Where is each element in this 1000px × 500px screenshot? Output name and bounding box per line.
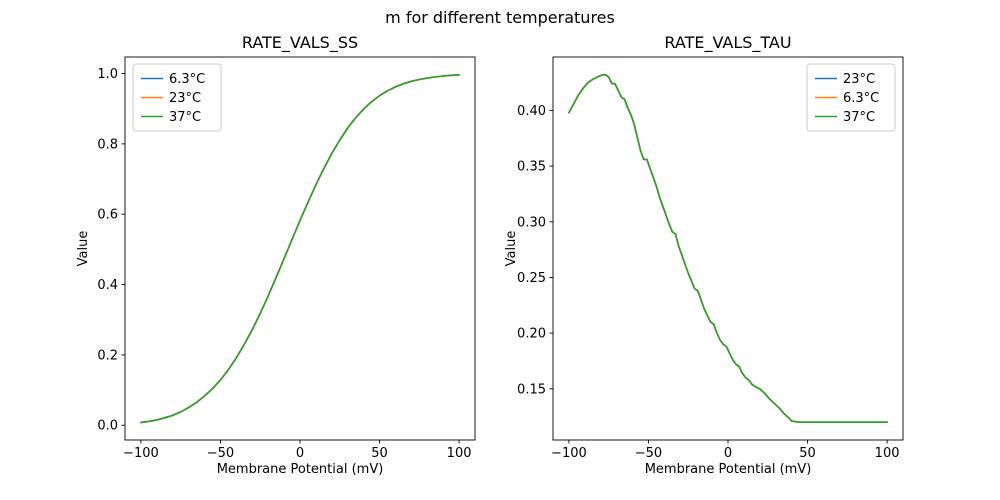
rate-vals-tau-plot: −100 −50 0 50 100 0.15 0.20 0.25 0.30 0.35 0.40 Mem… <box>504 33 904 477</box>
y-tick-label: 0.30 <box>517 215 546 230</box>
x-axis-label: Membrane Potential (mV) <box>645 462 812 477</box>
legend-label: 37°C <box>169 110 201 125</box>
legend-box <box>132 63 222 132</box>
y-tick-label: 0.4 <box>97 278 118 293</box>
x-tick-label: 100 <box>875 446 900 461</box>
legend-box <box>806 63 896 132</box>
legend-label: 6.3°C <box>169 72 205 87</box>
series-line-37°C <box>568 74 888 424</box>
x-tick-label: −50 <box>635 446 662 461</box>
subplot-title: RATE_VALS_TAU <box>664 33 791 53</box>
y-tick-label: 0.25 <box>517 271 546 286</box>
figure-title: m for different temperatures <box>385 8 615 27</box>
x-tick-label: 0 <box>724 446 732 461</box>
x-tick-label: 100 <box>447 446 472 461</box>
legend-label: 6.3°C <box>843 91 879 106</box>
x-tick-label: 0 <box>296 446 304 461</box>
y-tick-label: 0.15 <box>517 382 546 397</box>
x-axis-label: Membrane Potential (mV) <box>217 462 384 477</box>
y-tick-label: 0.0 <box>97 419 118 434</box>
subplot-title: RATE_VALS_SS <box>242 33 358 53</box>
y-tick-label: 0.40 <box>517 104 546 119</box>
x-tick-label: −100 <box>551 446 587 461</box>
y-tick-label: 0.2 <box>97 348 118 363</box>
y-tick-label: 0.35 <box>517 160 546 175</box>
y-axis-label: Value <box>76 231 91 267</box>
y-tick-label: 0.6 <box>97 208 118 223</box>
x-tick-label: 50 <box>799 446 816 461</box>
y-tick-label: 0.20 <box>517 327 546 342</box>
y-tick-label: 0.8 <box>97 137 118 152</box>
legend-label: 37°C <box>843 110 875 125</box>
y-tick-label: 1.0 <box>97 67 118 82</box>
y-axis-label: Value <box>504 231 519 267</box>
x-tick-label: −50 <box>207 446 234 461</box>
legend-label: 23°C <box>169 91 201 106</box>
x-tick-label: 50 <box>371 446 388 461</box>
x-tick-label: −100 <box>123 446 159 461</box>
series-line-37°C <box>140 74 460 424</box>
rate-vals-ss-plot: −100 −50 0 50 100 0.0 0.2 0.4 0.6 0.8 1.0 Membrane … <box>76 33 476 477</box>
legend-label: 23°C <box>843 72 875 87</box>
